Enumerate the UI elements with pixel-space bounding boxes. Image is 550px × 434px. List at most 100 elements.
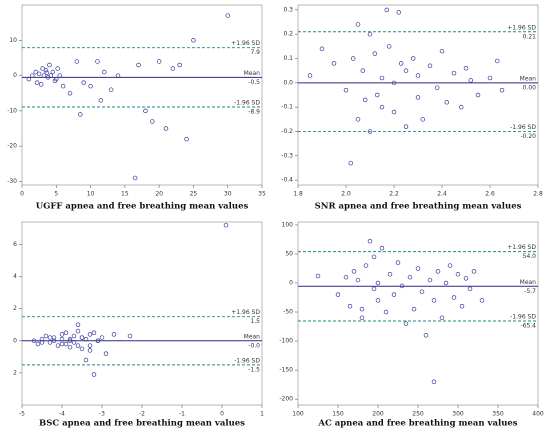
y-tick-label: -0.2 <box>281 128 293 135</box>
data-point <box>384 7 390 13</box>
x-tick-label: 5 <box>54 191 58 198</box>
data-point <box>170 66 176 71</box>
ref-line-name: -1.96 SD <box>510 124 536 131</box>
data-point <box>355 277 361 283</box>
data-point <box>108 87 114 92</box>
x-tick-label: 1 <box>260 411 264 418</box>
data-point <box>431 379 437 385</box>
data-point <box>375 298 381 303</box>
ref-line-value: 54.0 <box>523 253 537 260</box>
data-point <box>184 136 189 142</box>
data-point <box>50 69 56 75</box>
data-point <box>427 63 433 69</box>
ref-line-name: +1.96 SD <box>507 24 536 31</box>
y-tick-label: 0 <box>13 72 17 79</box>
ref-line-value: -0.20 <box>520 133 536 140</box>
y-tick-label: -0.4 <box>281 177 293 184</box>
data-point <box>87 332 93 337</box>
y-tick-label: 0.0 <box>283 79 293 86</box>
data-point <box>463 276 469 281</box>
data-point <box>48 73 54 78</box>
x-tick-label: 2.8 <box>533 191 543 198</box>
y-tick-label: 0.3 <box>283 6 293 13</box>
ref-line-name: -1.96 SD <box>510 313 536 320</box>
data-point <box>307 73 313 78</box>
y-tick-label: 100 <box>282 221 294 228</box>
data-point <box>47 335 53 340</box>
ref-line-name: -1.96 SD <box>234 357 260 364</box>
data-point <box>111 332 117 337</box>
data-point <box>499 87 505 93</box>
data-point <box>410 56 416 61</box>
ref-line-value: -0.0 <box>248 342 260 349</box>
data-point <box>468 78 474 83</box>
data-point <box>439 48 445 54</box>
data-point <box>99 335 105 340</box>
y-tick-label: -10 <box>7 107 17 114</box>
data-point <box>67 336 73 342</box>
data-point <box>75 328 81 334</box>
data-point <box>359 315 365 321</box>
data-point <box>371 286 377 292</box>
data-point <box>83 336 89 342</box>
data-point <box>415 73 421 78</box>
data-point <box>387 272 393 277</box>
data-point <box>375 280 381 286</box>
data-point <box>91 372 97 377</box>
x-tick-label: 30 <box>224 191 232 198</box>
data-point <box>362 97 368 103</box>
ref-line-value: -1.5 <box>248 366 260 373</box>
x-axis-label: UGFF apnea and free breathing mean value… <box>36 202 249 212</box>
data-point <box>451 70 457 76</box>
data-point <box>163 126 169 131</box>
data-point <box>367 129 373 134</box>
data-point <box>31 338 37 344</box>
x-tick-label: 100 <box>292 411 304 418</box>
y-tick-label: 50 <box>285 250 293 257</box>
data-point <box>35 341 41 347</box>
data-point <box>315 273 321 279</box>
data-point <box>223 222 229 228</box>
data-point <box>95 338 101 344</box>
data-point <box>81 80 86 85</box>
data-point <box>71 340 77 345</box>
x-tick-label: 0 <box>20 191 24 198</box>
data-point <box>435 269 441 274</box>
data-point <box>487 75 493 81</box>
data-point <box>67 344 73 350</box>
data-point <box>420 117 426 122</box>
data-point <box>75 322 81 327</box>
data-point <box>79 346 85 352</box>
data-point <box>363 263 369 268</box>
y-tick-label: -150 <box>279 367 293 374</box>
x-axis-label: AC apnea and free breathing mean values <box>317 419 517 429</box>
data-point <box>67 90 73 96</box>
ref-line-value: -65.4 <box>520 322 536 329</box>
data-point <box>360 68 366 73</box>
data-point <box>427 277 433 283</box>
data-point <box>52 78 58 84</box>
x-tick-label: 200 <box>372 411 384 418</box>
data-point <box>419 289 425 294</box>
data-point <box>63 330 69 336</box>
data-point <box>51 335 57 340</box>
ref-line-name: +1.96 SD <box>507 244 536 251</box>
data-point <box>26 76 32 82</box>
data-point <box>431 298 437 303</box>
x-tick-label: 2.2 <box>389 191 399 198</box>
x-axis-label: SNR apnea and free breathing mean values <box>315 202 522 212</box>
plot-frame <box>297 221 539 406</box>
data-point <box>350 56 356 61</box>
data-point <box>415 266 421 271</box>
data-point <box>434 85 440 90</box>
data-point <box>225 13 230 18</box>
data-point <box>91 330 97 336</box>
data-point <box>331 61 337 66</box>
data-point <box>335 292 341 297</box>
x-tick-label: -2 <box>139 411 145 418</box>
x-tick-label: 2.6 <box>485 191 495 198</box>
data-point <box>494 58 500 64</box>
data-point <box>87 343 93 348</box>
data-point <box>379 245 385 251</box>
